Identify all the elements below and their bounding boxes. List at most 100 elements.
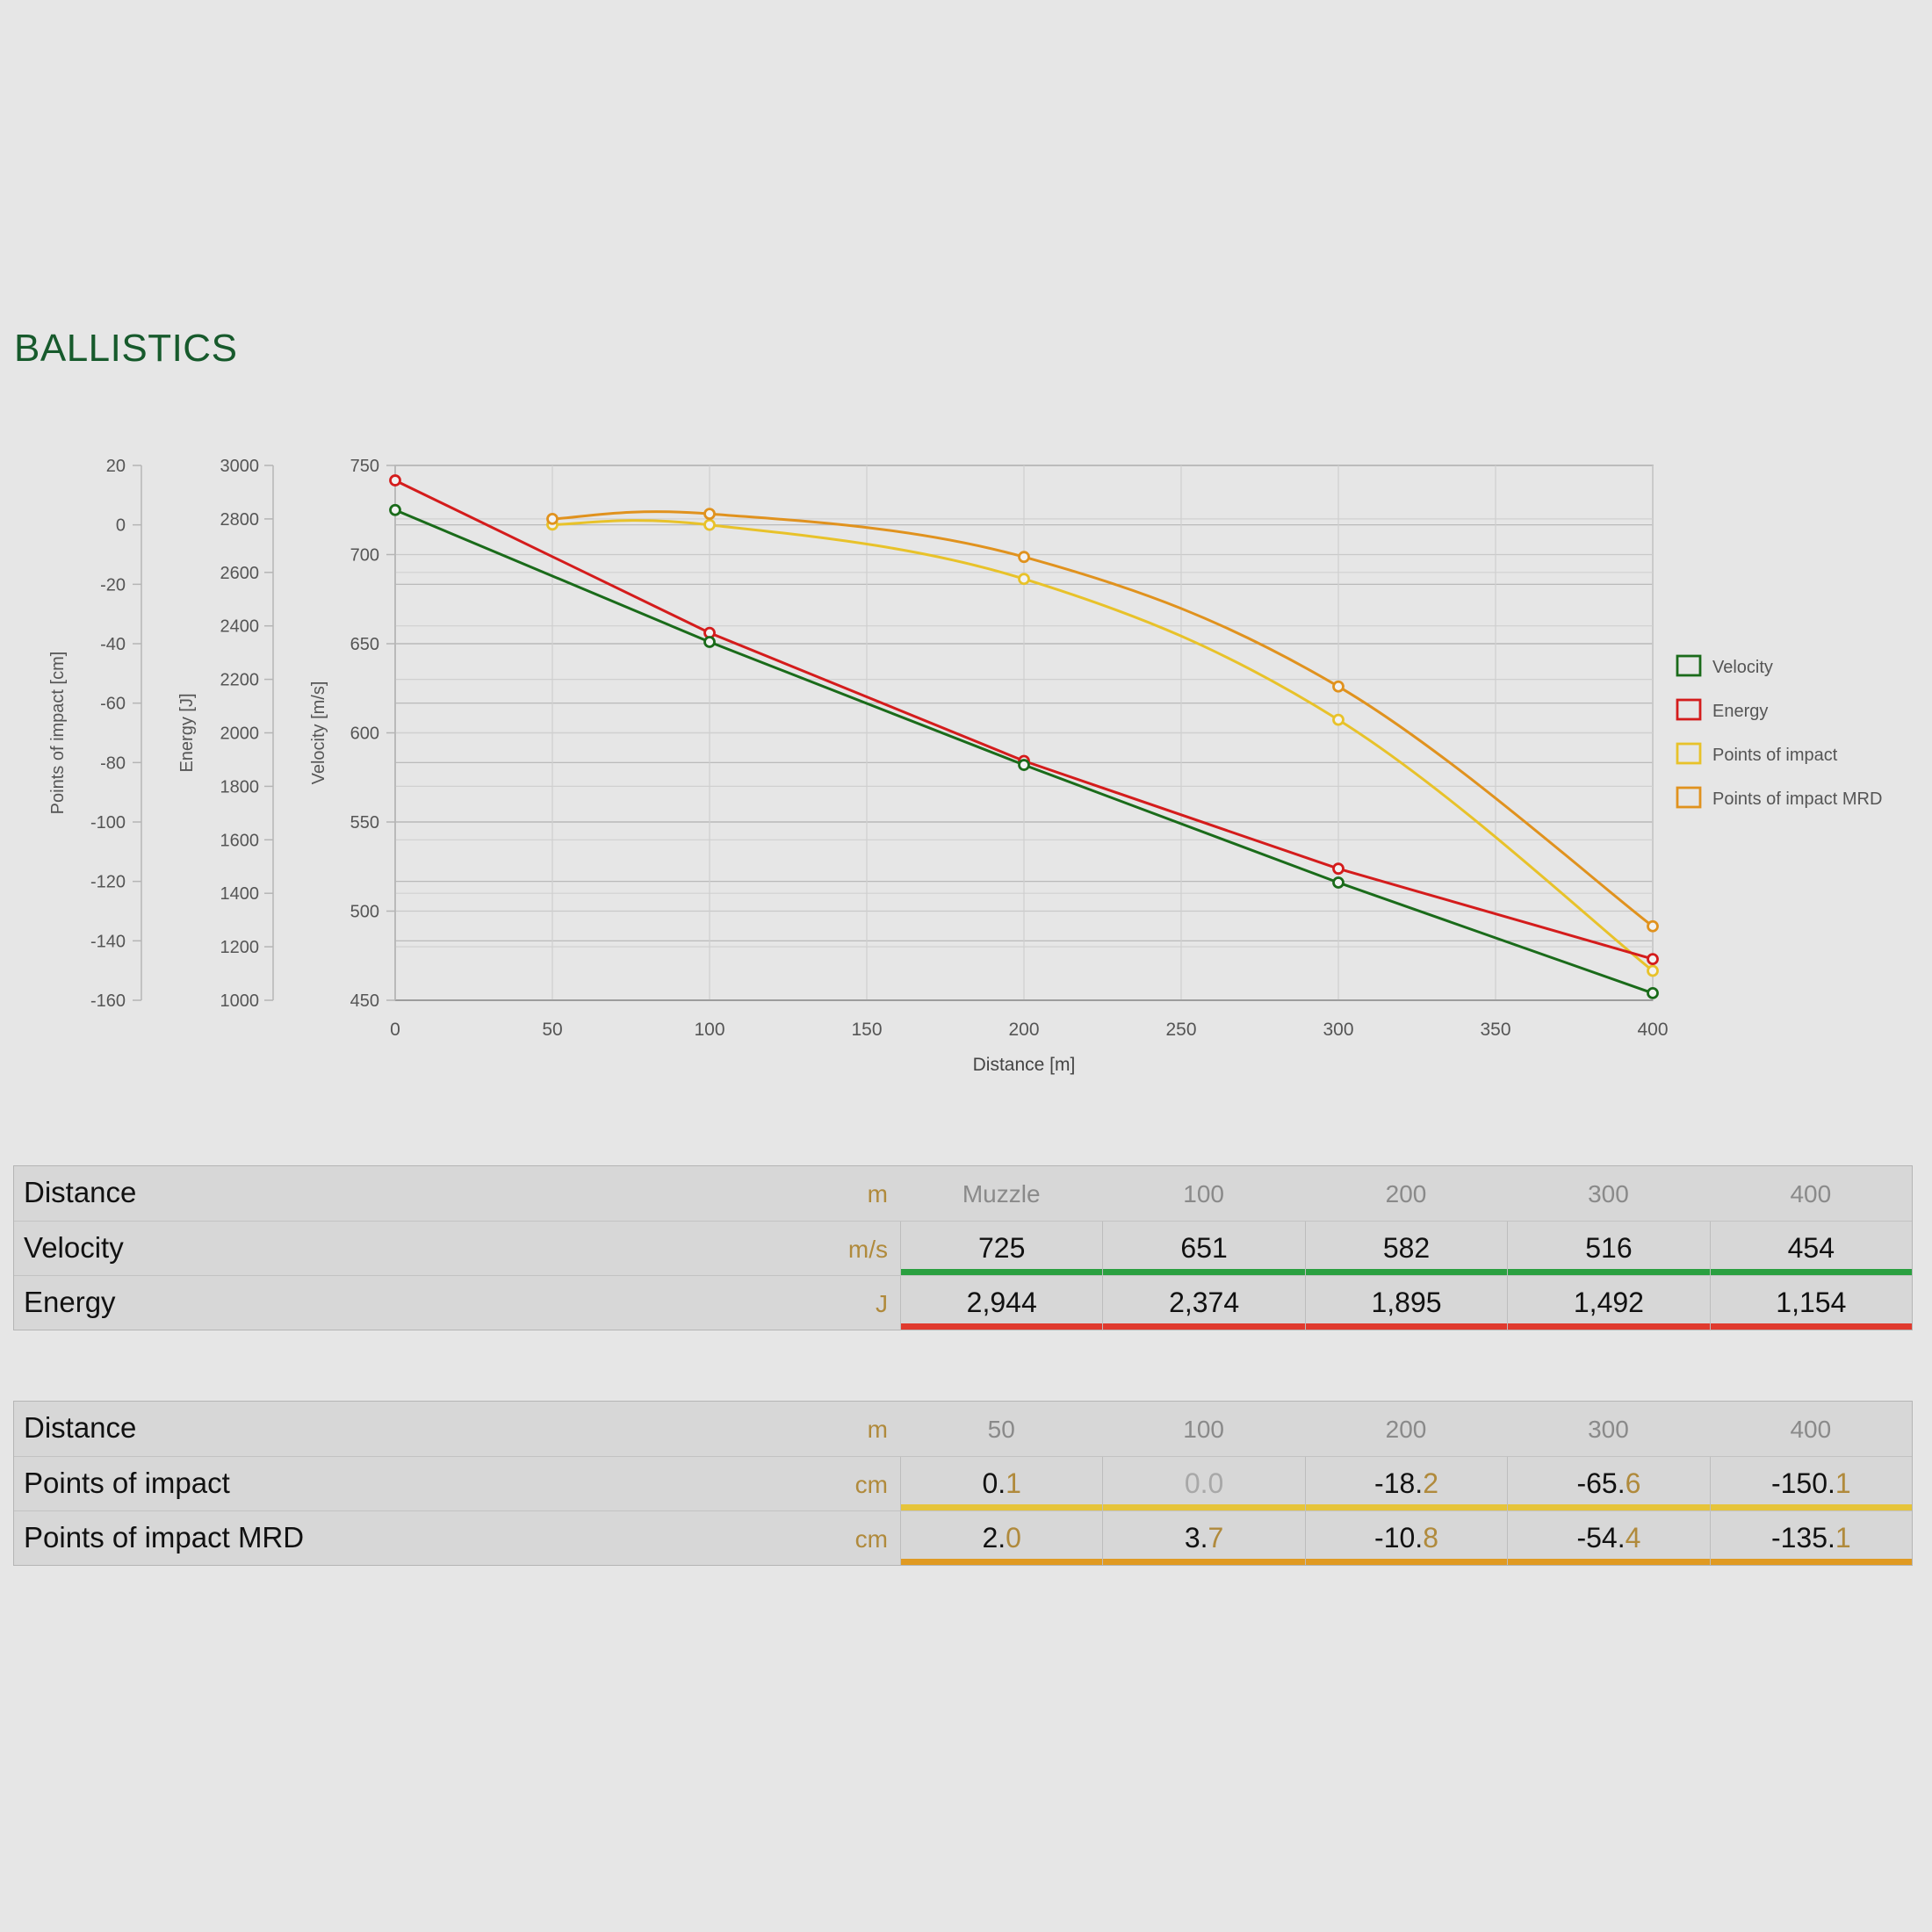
x-tick-label: 350 <box>1480 1020 1510 1040</box>
row-color-bar <box>1103 1323 1305 1330</box>
velocity-point <box>1018 759 1030 771</box>
table-cell: 100 <box>1183 1180 1224 1208</box>
energy-axis-title: Energy [J] <box>177 693 197 772</box>
x-tick-label: 400 <box>1637 1020 1668 1040</box>
table-row: Points of impact cm 0.1 0.0 -18.2 -65.6 -150.1 <box>14 1456 1913 1510</box>
poi-tick-label: -140 <box>90 932 126 951</box>
row-label: Distance <box>24 1411 137 1444</box>
energy-tick-label: 2000 <box>220 724 260 744</box>
table-cell: 3.7 <box>1102 1511 1305 1565</box>
legend-label-velocity: Velocity <box>1712 658 1773 677</box>
table-cell: -18.2 <box>1304 1457 1508 1510</box>
energy-tick-label: 2800 <box>220 510 260 530</box>
row-label: Velocity <box>24 1231 124 1264</box>
energy-tick-label: 2400 <box>220 617 260 637</box>
energy-tick-label: 1000 <box>220 991 260 1011</box>
velocity-point <box>1647 986 1659 999</box>
poi-tick-label: -160 <box>90 991 126 1011</box>
table-cell: 0.0 <box>1102 1457 1305 1510</box>
x-axis-title: Distance [m] <box>973 1055 1076 1075</box>
velocity-point <box>1332 876 1344 889</box>
energy-tick-label: 1600 <box>220 831 260 850</box>
velocity-tick-label: 600 <box>350 724 379 744</box>
poi-tick-label: -60 <box>100 695 126 714</box>
points-of-impact-line <box>551 519 1654 972</box>
row-color-bar <box>1508 1504 1710 1510</box>
row-unit: J <box>876 1290 888 1317</box>
table-cell: 454 <box>1709 1222 1913 1275</box>
energy-tick-label: 2200 <box>220 671 260 690</box>
row-label: Distance <box>24 1176 137 1208</box>
velocity-tick-label: 550 <box>350 813 379 833</box>
table-cell: 2,374 <box>1102 1276 1305 1330</box>
row-unit: m/s <box>847 1236 888 1263</box>
table-cell: -10.8 <box>1304 1511 1508 1565</box>
x-tick-label: 250 <box>1165 1020 1196 1040</box>
row-color-bar <box>1305 1269 1508 1275</box>
table-cell: 0.1 <box>900 1457 1103 1510</box>
table-cell: 200 <box>1385 1416 1427 1443</box>
points-of-impact-mrd-point <box>546 513 559 525</box>
row-unit: cm <box>854 1525 888 1553</box>
table-row: Velocity m/s 725 651 582 516 454 <box>14 1221 1913 1275</box>
table-cell: 651 <box>1102 1222 1305 1275</box>
row-unit: m <box>867 1416 888 1443</box>
table-cell: 725 <box>900 1222 1103 1275</box>
points-of-impact-mrd-line <box>551 510 1654 927</box>
poi-tick-label: -100 <box>90 813 126 833</box>
table-cell: 1,154 <box>1709 1276 1913 1330</box>
legend-swatch-points-of-impact-mrd <box>1676 786 1702 809</box>
energy-tick-label: 2600 <box>220 564 260 583</box>
velocity-point <box>703 636 716 648</box>
velocity-axis-title: Velocity [m/s] <box>309 681 328 785</box>
velocity-tick-label: 750 <box>350 457 379 476</box>
table-cell: 582 <box>1304 1222 1508 1275</box>
row-color-bar <box>1305 1559 1508 1565</box>
legend-label-points-of-impact: Points of impact <box>1712 746 1838 765</box>
table-header-row: Distance m Muzzle 100 200 300 400 <box>14 1166 1912 1221</box>
x-tick-label: 100 <box>694 1020 724 1040</box>
row-color-bar <box>1305 1504 1508 1510</box>
energy-point <box>1332 862 1344 876</box>
row-color-bar <box>1508 1323 1710 1330</box>
table-cell: 100 <box>1183 1416 1224 1443</box>
row-unit: m <box>867 1180 888 1208</box>
energy-tick-label: 3000 <box>220 457 260 476</box>
row-label: Points of impact MRD <box>24 1521 305 1554</box>
poi-tick-label: 0 <box>116 516 126 536</box>
table-row: Points of impact MRD cm 2.0 3.7 -10.8 -54.4 -1… <box>14 1510 1913 1565</box>
table-cell: 200 <box>1385 1180 1427 1208</box>
x-tick-label: 150 <box>851 1020 882 1040</box>
points-of-impact-point <box>703 518 716 531</box>
energy-tick-label: 1800 <box>220 777 260 797</box>
points-of-impact-mrd-point <box>1018 551 1030 564</box>
row-color-bar <box>1103 1559 1305 1565</box>
row-color-bar <box>901 1323 1103 1330</box>
x-tick-label: 0 <box>390 1020 400 1040</box>
row-color-bar <box>901 1269 1103 1275</box>
points-of-impact-point <box>1647 964 1659 977</box>
velocity-tick-label: 700 <box>350 546 379 566</box>
poi-tick-label: 20 <box>106 457 126 476</box>
velocity-point <box>389 503 401 516</box>
velocity-energy-table: Distance m Muzzle 100 200 300 400 Velocity m/s 72… <box>13 1165 1913 1330</box>
poi-tick-label: -20 <box>100 575 126 595</box>
table-cell: 400 <box>1790 1180 1832 1208</box>
table-cell: 516 <box>1507 1222 1710 1275</box>
velocity-tick-label: 500 <box>350 903 379 922</box>
table-cell: 400 <box>1790 1416 1832 1443</box>
table-cell: 300 <box>1588 1416 1629 1443</box>
legend-swatch-points-of-impact <box>1676 742 1702 765</box>
table-cell: 1,492 <box>1507 1276 1710 1330</box>
velocity-tick-label: 450 <box>350 991 379 1011</box>
energy-point <box>1647 953 1659 966</box>
poi-tick-label: -80 <box>100 753 126 773</box>
legend-swatch-velocity <box>1676 654 1702 677</box>
table-row: Energy J 2,944 2,374 1,895 1,492 1,154 <box>14 1275 1913 1330</box>
table-cell: -150.1 <box>1709 1457 1913 1510</box>
table-cell: 50 <box>987 1416 1015 1443</box>
row-color-bar <box>901 1504 1103 1510</box>
page-title: BALLISTICS <box>14 327 238 370</box>
row-color-bar <box>1103 1504 1305 1510</box>
